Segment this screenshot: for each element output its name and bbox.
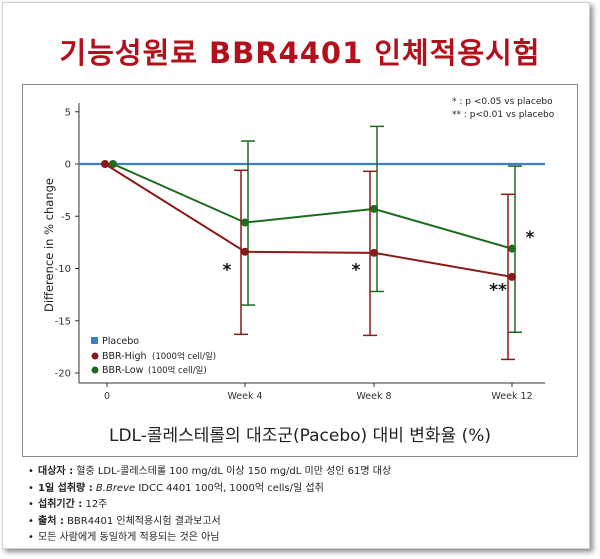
y-tick-label: -15 — [55, 316, 71, 327]
low-data-point — [370, 204, 378, 213]
significance-marker: * — [223, 260, 232, 280]
high-series-line — [104, 163, 513, 278]
y-tick-label: 0 — [65, 160, 71, 171]
legend-low-dose: (100억 cell/일) — [148, 365, 207, 376]
legend-high-dose: (1000억 cell/일) — [152, 351, 216, 362]
significance-marker: * — [352, 260, 361, 280]
low-data-point — [109, 160, 117, 168]
y-tick-label: -20 — [55, 369, 71, 380]
significance-marker: * — [526, 228, 535, 248]
note-disclaimer: • 모든 사람에게 동일하게 적용되는 것은 아님 — [28, 532, 220, 543]
y-tick-label: -10 — [55, 264, 71, 275]
legend-high-label: BBR-High — [102, 351, 147, 362]
chart-panel — [22, 84, 578, 457]
significance-note: * : p <0.05 vs placebo — [452, 97, 553, 107]
high-data-point — [241, 247, 249, 256]
legend-placebo-label: Placebo — [102, 336, 139, 347]
high-data-point — [508, 272, 516, 281]
y-tick-label: -5 — [61, 212, 71, 223]
footnotes: • 대상자 : 혈중 LDL-콜레스테롤 100 mg/dL 이상 150 mg/… — [28, 464, 588, 547]
x-tick-label: Week 12 — [491, 391, 532, 402]
note-duration: • 섭취기간 : 12주 — [28, 499, 108, 510]
low-data-point — [241, 218, 249, 227]
x-tick-label: 0 — [104, 391, 110, 402]
y-axis-label: Difference in % change — [42, 178, 56, 312]
high-data-point — [370, 248, 378, 257]
legend-low-label: BBR-Low — [102, 365, 144, 376]
x-axis-caption: LDL-콜레스테롤의 대조군(Pacebo) 대비 변화율 (%) — [108, 426, 492, 446]
significance-note: ** : p<0.01 vs placebo — [452, 110, 555, 120]
page-title: 기능성원료 BBR4401 인체적용시험 — [59, 36, 541, 70]
legend-placebo-swatch — [91, 337, 98, 344]
low-data-point — [508, 244, 516, 253]
low-series-line — [112, 163, 513, 250]
note-subjects: • 대상자 : 혈중 LDL-콜레스테롤 100 mg/dL 이상 150 mg/… — [28, 466, 392, 477]
x-tick-label: Week 8 — [356, 391, 391, 402]
high-data-point — [101, 160, 109, 168]
note-source: • 출처 : BBR4401 인체적용시험 결과보고서 — [28, 515, 221, 527]
legend-high-swatch — [91, 352, 99, 360]
note-dose: • 1일 섭취량 : B.Breve IDCC 4401 100억, 1000억 … — [28, 482, 324, 494]
x-tick-label: Week 4 — [227, 391, 262, 402]
legend-low-swatch — [91, 366, 99, 374]
y-tick-label: 5 — [65, 107, 71, 118]
significance-marker: ** — [489, 280, 507, 300]
